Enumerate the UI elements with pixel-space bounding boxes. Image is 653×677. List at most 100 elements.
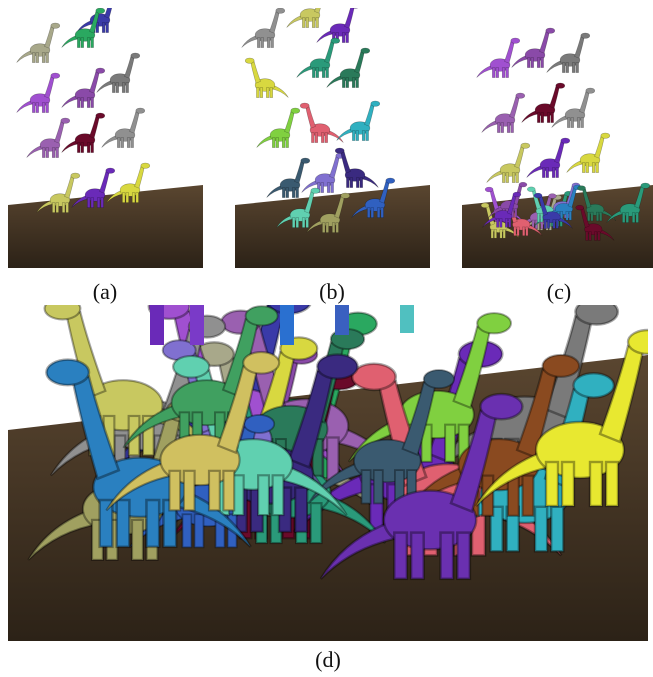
leg bbox=[560, 460, 576, 508]
leg bbox=[181, 513, 193, 549]
dinosaur bbox=[306, 192, 351, 233]
leg bbox=[527, 57, 531, 68]
leg bbox=[439, 531, 455, 581]
leg bbox=[585, 162, 589, 173]
leg bbox=[622, 212, 626, 223]
leg bbox=[370, 207, 374, 218]
neck bbox=[549, 86, 560, 109]
tail bbox=[474, 448, 558, 507]
dinosaur bbox=[542, 184, 582, 221]
leg bbox=[351, 77, 356, 88]
head bbox=[43, 305, 82, 321]
dinosaur bbox=[577, 185, 617, 222]
tail bbox=[525, 224, 543, 236]
head bbox=[310, 187, 321, 194]
head bbox=[600, 132, 611, 139]
dinosaur bbox=[241, 8, 286, 48]
leg bbox=[115, 498, 131, 549]
leg bbox=[585, 231, 589, 241]
leg bbox=[65, 202, 69, 213]
leg bbox=[349, 177, 354, 188]
leg bbox=[570, 117, 574, 128]
leg bbox=[511, 172, 516, 183]
leg bbox=[122, 192, 126, 203]
leg bbox=[125, 192, 129, 203]
dinosaur bbox=[474, 328, 648, 508]
leg bbox=[266, 87, 270, 98]
dinosaur bbox=[326, 47, 371, 88]
leg bbox=[125, 82, 129, 93]
head bbox=[140, 162, 151, 169]
leg bbox=[596, 211, 599, 222]
leg bbox=[35, 102, 39, 113]
neck bbox=[344, 8, 355, 29]
tail bbox=[599, 209, 617, 222]
leg bbox=[594, 231, 598, 241]
head bbox=[340, 192, 351, 199]
tail bbox=[27, 507, 103, 561]
panel-c-image bbox=[462, 27, 653, 268]
leg bbox=[367, 207, 371, 218]
leg bbox=[207, 469, 221, 512]
head bbox=[70, 172, 81, 179]
leg bbox=[562, 62, 566, 73]
leg bbox=[80, 142, 84, 153]
leg bbox=[80, 97, 84, 108]
leg bbox=[521, 474, 535, 517]
leg bbox=[635, 212, 639, 223]
neck bbox=[574, 36, 585, 59]
leg bbox=[292, 217, 296, 228]
leg bbox=[302, 17, 306, 28]
leg bbox=[565, 62, 569, 73]
leg bbox=[168, 469, 182, 512]
dinosaur bbox=[61, 8, 106, 48]
dinosaur bbox=[299, 102, 344, 143]
head bbox=[385, 177, 396, 184]
leg bbox=[182, 469, 196, 512]
leg bbox=[145, 498, 161, 549]
leg bbox=[42, 147, 46, 158]
dinosaur bbox=[61, 67, 106, 108]
head bbox=[95, 8, 106, 14]
leg bbox=[588, 231, 592, 241]
leg bbox=[506, 122, 511, 133]
leg bbox=[130, 137, 134, 148]
dinosaur bbox=[286, 8, 321, 28]
dinosaur bbox=[546, 32, 591, 73]
tail bbox=[256, 134, 276, 148]
leg bbox=[55, 202, 59, 213]
dinosaur bbox=[606, 182, 651, 223]
dinosaur bbox=[526, 137, 571, 178]
dinosaur bbox=[296, 37, 341, 78]
dinosaur bbox=[533, 192, 573, 229]
leg bbox=[481, 474, 495, 517]
tail bbox=[16, 49, 36, 63]
leg bbox=[545, 167, 549, 178]
leg bbox=[87, 197, 91, 208]
tail bbox=[71, 194, 91, 208]
leg bbox=[604, 460, 620, 508]
leg bbox=[352, 130, 356, 141]
dinosaur bbox=[101, 107, 146, 148]
leg bbox=[322, 222, 326, 233]
dinosaur bbox=[36, 172, 81, 213]
leg bbox=[571, 62, 576, 73]
neck bbox=[314, 8, 321, 14]
tail bbox=[556, 216, 573, 229]
neck bbox=[305, 106, 316, 129]
leg bbox=[540, 57, 544, 68]
leg bbox=[536, 57, 541, 68]
leg bbox=[565, 211, 569, 221]
head bbox=[518, 182, 528, 188]
head bbox=[275, 8, 286, 14]
head bbox=[548, 193, 557, 199]
head bbox=[105, 167, 116, 174]
neck bbox=[579, 91, 590, 114]
tail bbox=[26, 144, 46, 158]
leg bbox=[281, 137, 286, 148]
dinosaur bbox=[316, 8, 359, 43]
leg bbox=[543, 219, 547, 229]
tail bbox=[324, 129, 344, 143]
leg bbox=[35, 52, 39, 63]
head bbox=[575, 205, 584, 211]
